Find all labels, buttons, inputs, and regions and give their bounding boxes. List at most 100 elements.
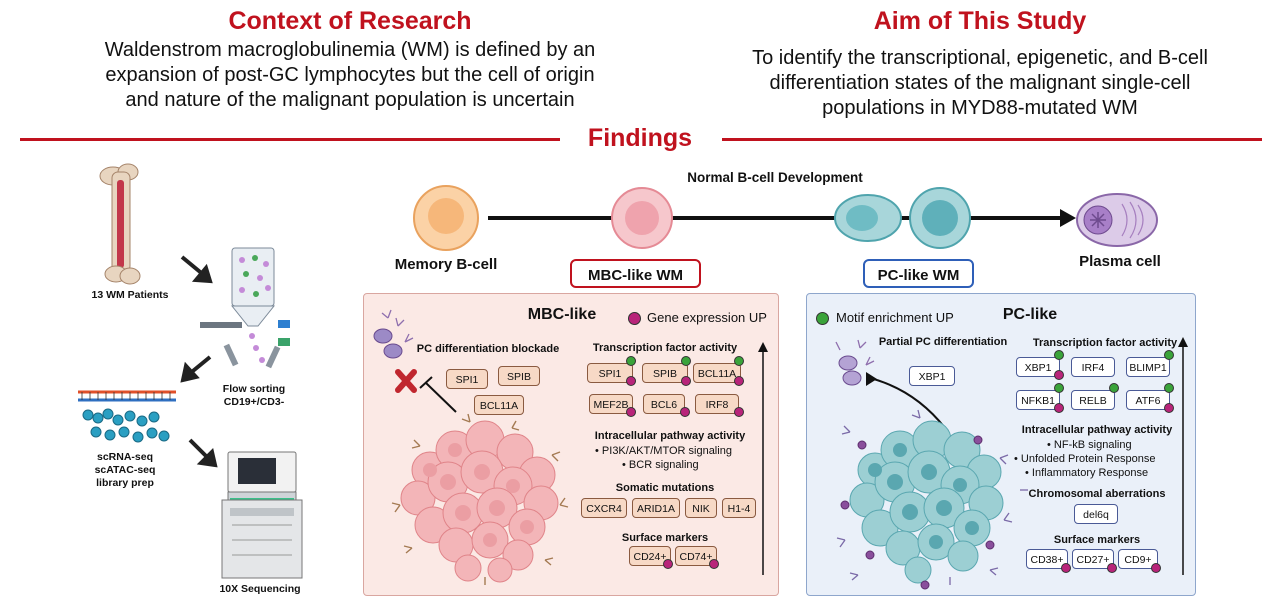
workflow-arrows [180, 255, 218, 468]
library-line-1: scRNA-seq [96, 451, 154, 463]
mbc-blockade-label: PC differentiation blockade [416, 343, 560, 355]
transition-cell-icon [834, 194, 902, 242]
mbc-tf-dot-spi1-p [626, 376, 636, 386]
pc-tf-chip-irf4: IRF4 [1071, 357, 1115, 377]
memory-b-cell-icon [413, 185, 479, 251]
library-prep-icon [78, 390, 176, 443]
mbc-blockade-chip-spi1: SPI1 [446, 369, 488, 389]
pc-tf-chip-xbp1: XBP1 [1016, 357, 1060, 377]
mbc-tf-dot-bcl6 [680, 407, 690, 417]
pc-cluster-graphic [835, 337, 1188, 590]
bone-icon [99, 163, 141, 285]
sequencing-label: 10X Sequencing [219, 583, 301, 595]
pc-like-title: PC-like [1002, 306, 1058, 323]
pc-pathway-title: Intracellular pathway activity [1021, 424, 1173, 436]
mbc-mut-chip-arid1a: ARID1A [632, 498, 680, 518]
pc-tf-dot-nfkb1-g [1054, 383, 1064, 393]
pc-surface-chip-cd38: CD38+ [1026, 549, 1068, 569]
mbc-pathway-title: Intracellular pathway activity [594, 430, 746, 442]
mbc-small-cells-icon [373, 328, 403, 359]
pc-tf-dot-atf6-p [1164, 403, 1174, 413]
pc-tf-chip-blimp1: BLIMP1 [1126, 357, 1170, 377]
context-line-3: and nature of the malignant population i… [125, 89, 575, 111]
pc-cell-cluster [849, 420, 1004, 584]
mbc-surface-dot-cd74 [709, 559, 719, 569]
mbc-cluster-graphic [373, 309, 768, 585]
mbc-pathway-1: • PI3K/AKT/MTOR signaling [595, 445, 732, 457]
mbc-mut-chip-nik: NIK [685, 498, 717, 518]
mbc-tf-dot-bcl11a-g [734, 356, 744, 366]
pc-like-panel [806, 293, 1196, 596]
pc-pathway-2-text: Unfolded Protein Response [1020, 453, 1156, 465]
development-line-graphic [413, 185, 1158, 251]
pc-legend-dot [816, 312, 829, 325]
library-line-3: library prep [96, 477, 154, 489]
mbc-surface-dot-cd24 [663, 559, 673, 569]
mbc-surface-chip-cd24: CD24+ [629, 546, 671, 566]
library-label: scRNA-seq scATAC-seq library prep [70, 451, 180, 490]
mbc-mut-chip-cxcr4: CXCR4 [581, 498, 627, 518]
plasma-cell-icon [1076, 193, 1158, 247]
mbc-pathway-2-text: BCR signaling [628, 459, 699, 471]
findings-title: Findings [587, 124, 693, 152]
development-title: Normal B-cell Development [687, 170, 863, 185]
mbc-legend-label: Gene expression UP [647, 310, 767, 325]
mbc-pathway-2: • BCR signaling [622, 459, 699, 471]
plasma-cell-label: Plasma cell [1079, 253, 1161, 270]
pc-tf-chip-nfkb1: NFKB1 [1016, 390, 1060, 410]
pc-tf-dot-xbp1-g [1054, 350, 1064, 360]
pc-tf-chip-relb: RELB [1071, 390, 1115, 410]
pc-surface-chip-cd27: CD27+ [1072, 549, 1114, 569]
pc-pathway-1: • NF-kB signaling [1047, 439, 1132, 451]
findings-rule-left [20, 138, 560, 141]
pc-surface-dot-cd38 [1061, 563, 1071, 573]
mbc-like-panel [363, 293, 779, 596]
mbc-surface-chip-cd74: CD74+ [675, 546, 717, 566]
pc-tf-dot-atf6-g [1164, 383, 1174, 393]
mbc-legend-dot [628, 312, 641, 325]
mbc-tf-dot-spib-p [681, 376, 691, 386]
mbc-tf-dot-bcl11a-p [734, 376, 744, 386]
mbc-mut-chip-h14: H1-4 [722, 498, 756, 518]
flow-line-1: Flow sorting [222, 383, 286, 395]
pc-small-cells-icon [838, 355, 862, 386]
workflow-graphics [78, 163, 303, 579]
mbc-tf-dot-irf8 [734, 407, 744, 417]
patients-label: 13 WM Patients [91, 289, 169, 301]
context-line-2: expansion of post-GC lymphocytes but the… [105, 64, 595, 86]
pc-like-cell-icon [909, 187, 971, 249]
findings-rule-right [722, 138, 1262, 141]
mbc-cell-cluster [400, 420, 559, 583]
pc-partial-label: Partial PC differentiation [878, 336, 1008, 348]
mbc-tf-chip-bcl6: BCL6 [643, 394, 685, 414]
flow-sorter-icon [200, 247, 290, 369]
sequencer-icon [221, 451, 303, 579]
mbc-like-title: MBC-like [527, 306, 597, 323]
mbc-like-wm-tag: MBC-like WM [570, 259, 701, 288]
context-line-1: Waldenstrom macroglobulinemia (WM) is de… [104, 39, 596, 61]
mbc-surface-title: Surface markers [621, 532, 709, 544]
mbc-tf-chip-mef2b: MEF2B [589, 394, 633, 414]
mbc-pathway-1-text: PI3K/AKT/MTOR signaling [601, 445, 732, 457]
pc-tf-dot-nfkb1-p [1054, 403, 1064, 413]
aim-title: Aim of This Study [873, 7, 1087, 35]
aim-line-3: populations in MYD88-mutated WM [822, 97, 1138, 119]
pc-surface-chip-cd9: CD9+ [1118, 549, 1158, 569]
context-text: Waldenstrom macroglobulinemia (WM) is de… [20, 38, 680, 113]
mbc-tf-dot-spi1-g [626, 356, 636, 366]
mbc-tf-title: Transcription factor activity [592, 342, 738, 354]
mbc-blockade-chip-bcl11a: BCL11A [474, 395, 524, 415]
pc-surface-title: Surface markers [1053, 534, 1141, 546]
pc-pathway-2: • Unfolded Protein Response [1014, 453, 1156, 465]
pc-surface-dot-cd27 [1107, 563, 1117, 573]
mbc-tf-chip-bcl11a: BCL11A [693, 363, 741, 383]
flow-label: Flow sorting CD19+/CD3- [206, 383, 302, 409]
blocked-x-icon [395, 369, 417, 393]
aim-line-2: differentiation states of the malignant … [769, 72, 1191, 94]
pc-tf-title: Transcription factor activity [1032, 337, 1178, 349]
pc-tf-dot-blimp1 [1164, 350, 1174, 360]
pc-partial-chip-xbp1: XBP1 [909, 366, 955, 386]
aim-text: To identify the transcriptional, epigene… [680, 46, 1279, 121]
pc-surface-dot-cd9 [1151, 563, 1161, 573]
pc-pathway-3: • Inflammatory Response [1025, 467, 1149, 479]
